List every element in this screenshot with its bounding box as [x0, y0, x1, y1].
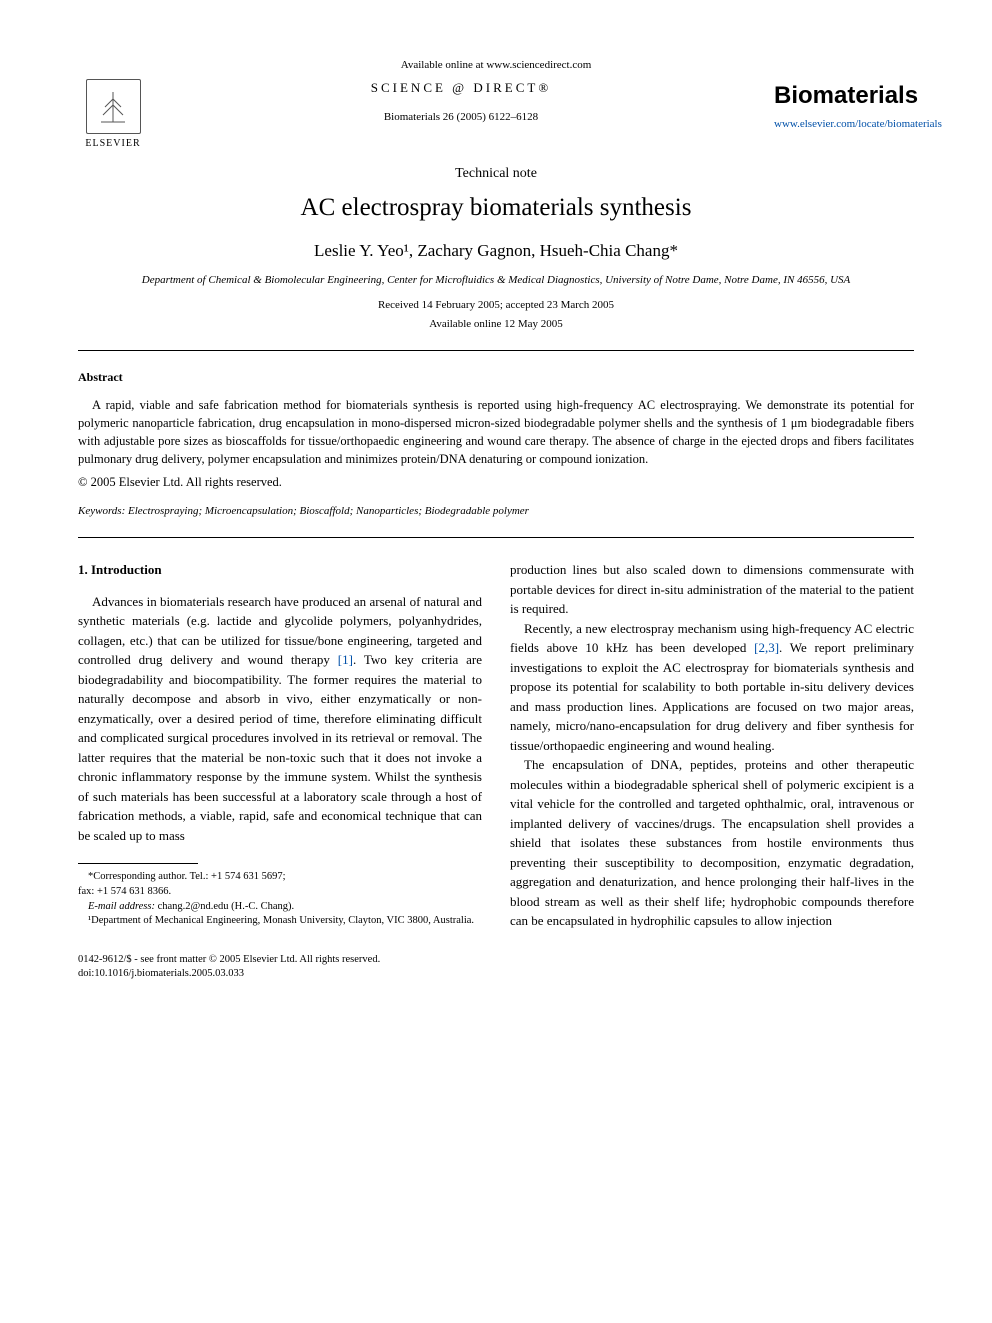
- email-label: E-mail address:: [88, 901, 155, 912]
- divider-bottom: [78, 537, 914, 538]
- para1-text-b: . Two key criteria are biodegradability …: [78, 652, 482, 843]
- citation-1[interactable]: [1]: [338, 652, 353, 667]
- abstract-copyright: © 2005 Elsevier Ltd. All rights reserved…: [78, 474, 914, 492]
- body-columns: 1. Introduction Advances in biomaterials…: [78, 560, 914, 931]
- col2-para2: Recently, a new electrospray mechanism u…: [510, 619, 914, 756]
- tree-icon: [93, 87, 133, 127]
- footer-line1: 0142-9612/$ - see front matter © 2005 El…: [78, 953, 914, 967]
- journal-reference: Biomaterials 26 (2005) 6122–6128: [148, 110, 774, 125]
- received-date: Received 14 February 2005; accepted 23 M…: [78, 298, 914, 313]
- column-right: production lines but also scaled down to…: [510, 560, 914, 931]
- col2-para3: The encapsulation of DNA, peptides, prot…: [510, 755, 914, 931]
- header-row: ELSEVIER SCIENCE @ DIRECT® Biomaterials …: [78, 79, 914, 154]
- divider-top: [78, 350, 914, 351]
- footnote-corresponding: *Corresponding author. Tel.: +1 574 631 …: [78, 870, 482, 885]
- center-header: SCIENCE @ DIRECT® Biomaterials 26 (2005)…: [148, 79, 774, 127]
- page: Available online at www.sciencedirect.co…: [0, 0, 992, 1021]
- citation-2[interactable]: [2,3]: [754, 640, 779, 655]
- keywords-line: Keywords: Electrospraying; Microencapsul…: [78, 504, 914, 519]
- affiliation: Department of Chemical & Biomolecular En…: [78, 273, 914, 288]
- abstract-heading: Abstract: [78, 369, 914, 386]
- column-left: 1. Introduction Advances in biomaterials…: [78, 560, 482, 931]
- publisher-logo: ELSEVIER: [78, 79, 148, 154]
- publisher-name: ELSEVIER: [85, 137, 140, 151]
- footnote-divider: [78, 863, 198, 864]
- article-type: Technical note: [78, 164, 914, 184]
- available-online-text: Available online at www.sciencedirect.co…: [78, 58, 914, 73]
- elsevier-tree-icon: [86, 79, 141, 134]
- intro-paragraph-1: Advances in biomaterials research have p…: [78, 592, 482, 846]
- journal-name: Biomaterials: [774, 79, 914, 113]
- section-heading: 1. Introduction: [78, 560, 482, 580]
- footnote-email-line: E-mail address: chang.2@nd.edu (H.-C. Ch…: [78, 900, 482, 915]
- journal-brand-block: Biomaterials www.elsevier.com/locate/bio…: [774, 79, 914, 132]
- footer-block: 0142-9612/$ - see front matter © 2005 El…: [78, 953, 914, 981]
- journal-url[interactable]: www.elsevier.com/locate/biomaterials: [774, 117, 914, 132]
- footer-doi: doi:10.1016/j.biomaterials.2005.03.033: [78, 967, 914, 981]
- para2-text-b: . We report preliminary investigations t…: [510, 640, 914, 753]
- article-title: AC electrospray biomaterials synthesis: [78, 190, 914, 225]
- footnote-affiliation-1: ¹Department of Mechanical Engineering, M…: [78, 914, 482, 929]
- keywords-label: Keywords:: [78, 505, 125, 517]
- email-address[interactable]: chang.2@nd.edu (H.-C. Chang).: [155, 901, 294, 912]
- keywords-text: Electrospraying; Microencapsulation; Bio…: [125, 505, 529, 517]
- col2-para1: production lines but also scaled down to…: [510, 560, 914, 619]
- science-direct-text: SCIENCE @ DIRECT®: [148, 79, 774, 97]
- available-date: Available online 12 May 2005: [78, 317, 914, 332]
- authors: Leslie Y. Yeo¹, Zachary Gagnon, Hsueh-Ch…: [78, 239, 914, 263]
- abstract-text: A rapid, viable and safe fabrication met…: [78, 396, 914, 469]
- footnote-fax: fax: +1 574 631 8366.: [78, 885, 482, 900]
